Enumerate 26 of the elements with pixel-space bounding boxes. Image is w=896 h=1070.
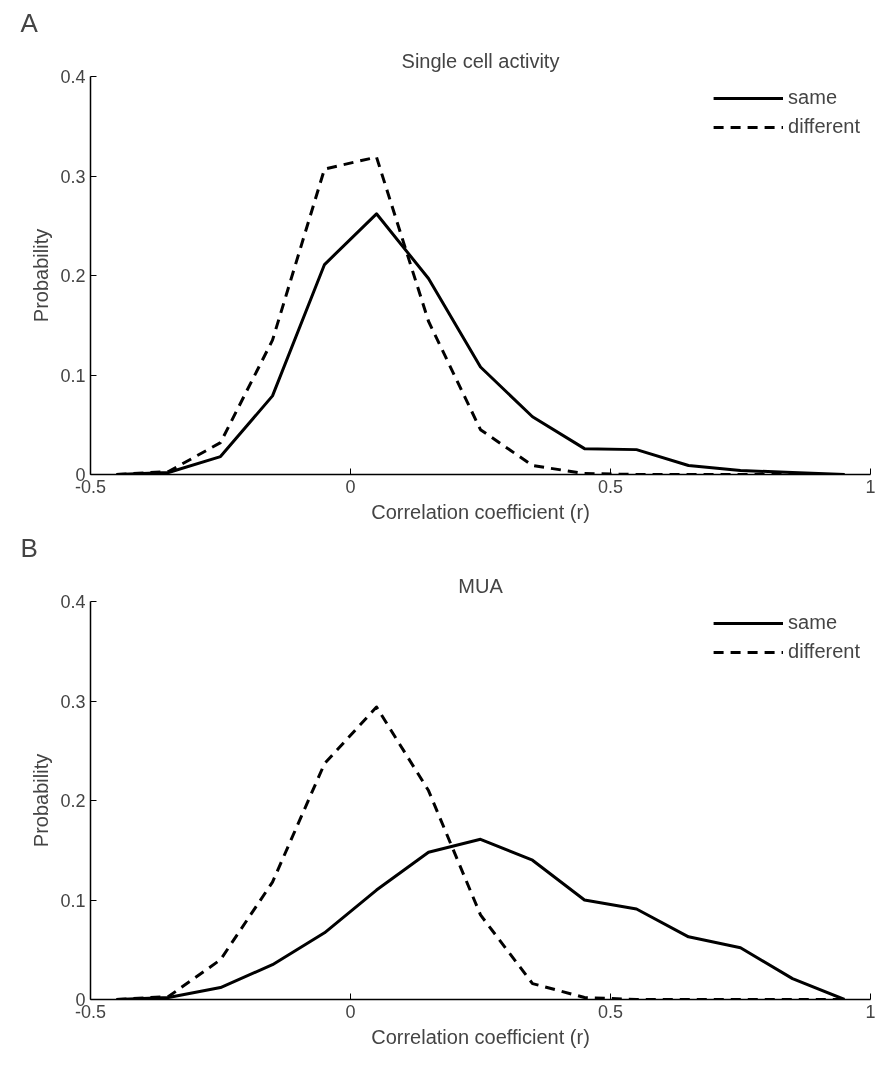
legend-label: same [788, 611, 837, 634]
y-tick-label: 0.1 [60, 890, 86, 911]
x-tick-label: 0.5 [597, 476, 624, 497]
y-tick-label: 0.3 [60, 166, 86, 187]
y-tick-label: 0.2 [60, 266, 86, 286]
x-tick-label: 0 [345, 476, 356, 497]
legend-label: different [788, 640, 860, 663]
y-tick-label: 0.2 [60, 791, 86, 811]
legend-label: same [788, 86, 837, 109]
chart-title: MUA [458, 574, 504, 597]
x-tick-label: 0 [345, 1001, 356, 1022]
chart-title: Single cell activity [401, 49, 560, 72]
y-axis-title: Probability [30, 228, 53, 323]
legend-label: different [788, 115, 860, 138]
x-axis-title: Correlation coefficient (r) [371, 500, 590, 523]
x-axis-title: Correlation coefficient (r) [371, 1025, 590, 1048]
y-tick-label: 0.4 [60, 67, 86, 87]
y-tick-label: 0.1 [60, 365, 86, 386]
y-tick-label: 0.3 [60, 691, 86, 712]
x-tick-label: 1 [865, 1001, 876, 1022]
x-tick-label: 1 [865, 476, 876, 497]
y-tick-label: 0.4 [60, 592, 86, 612]
x-tick-label: 0.5 [597, 1001, 624, 1022]
text: B [20, 532, 38, 563]
text: A [20, 7, 39, 38]
y-axis-title: Probability [30, 753, 53, 848]
